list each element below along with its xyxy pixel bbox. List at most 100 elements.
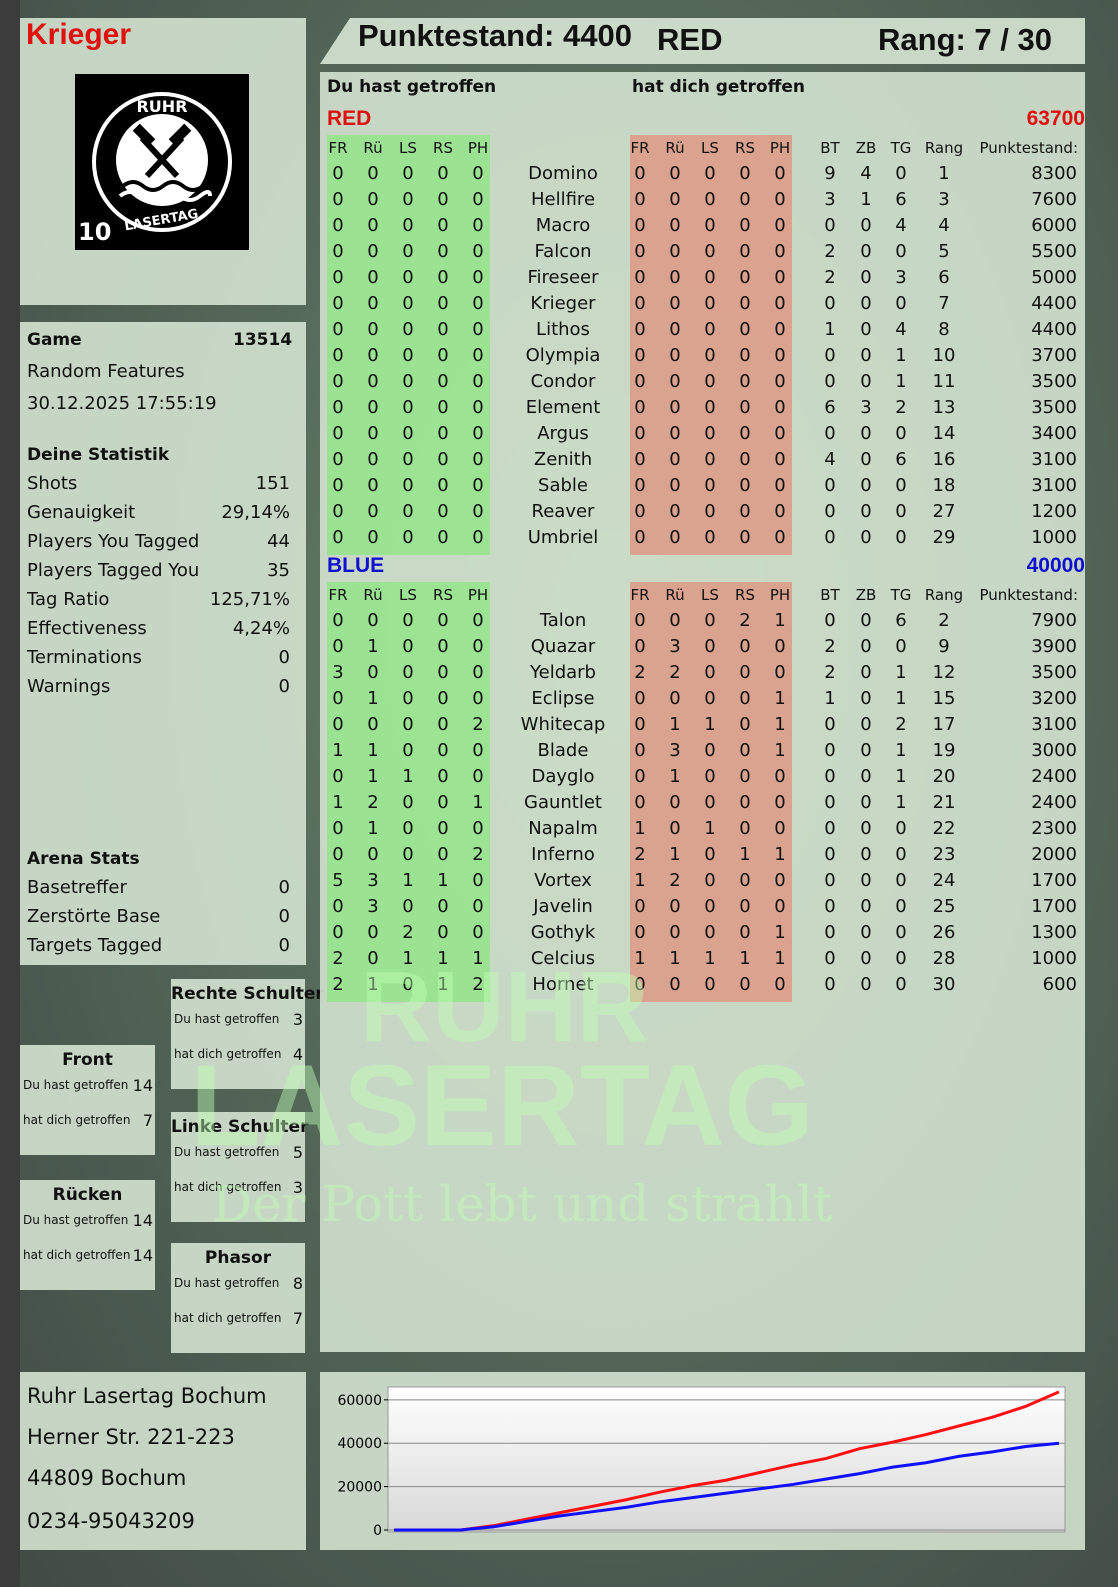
stat-cell: 0 bbox=[895, 636, 907, 657]
stat-cell: 0 bbox=[824, 818, 836, 839]
column-header: Rü bbox=[665, 139, 685, 157]
column-header: RS bbox=[735, 139, 755, 157]
stat-cell: 25 bbox=[932, 896, 956, 917]
hit-you-cell: 0 bbox=[774, 870, 786, 891]
you-hit-cell: 0 bbox=[472, 189, 484, 210]
address-phone: 0234-95043209 bbox=[27, 1509, 195, 1533]
stat-cell: 0 bbox=[860, 610, 872, 631]
player-score: 2000 bbox=[1031, 844, 1077, 865]
stat-cell: 0 bbox=[895, 501, 907, 522]
hit-you-cell: 0 bbox=[774, 974, 786, 995]
svg-text:RUHR: RUHR bbox=[136, 97, 187, 116]
you-hit-cell: 0 bbox=[472, 636, 484, 657]
hit-you-cell: 1 bbox=[739, 844, 751, 865]
player-name: Eclipse bbox=[531, 688, 595, 709]
stat-cell: 0 bbox=[895, 974, 907, 995]
player-name: Hellfire bbox=[530, 189, 596, 210]
stat-cell: 0 bbox=[895, 527, 907, 548]
stat-cell: 18 bbox=[932, 475, 956, 496]
player-score: 1000 bbox=[1031, 948, 1077, 969]
hit-you-cell: 0 bbox=[669, 397, 681, 418]
arena-label: Basetreffer bbox=[27, 877, 127, 898]
you-hit-cell: 0 bbox=[402, 792, 414, 813]
hit-you-cell: 0 bbox=[669, 189, 681, 210]
you-hit-cell: 0 bbox=[402, 501, 414, 522]
hit-you-cell: 0 bbox=[774, 293, 786, 314]
you-hit-cell: 0 bbox=[402, 397, 414, 418]
hit-you-cell: 0 bbox=[704, 189, 716, 210]
stat-cell: 1 bbox=[895, 740, 907, 761]
you-hit-cell: 0 bbox=[472, 501, 484, 522]
ruhr-lasertag-logo-icon: RUHR LASERTAG 10 bbox=[78, 92, 232, 246]
column-header: BT bbox=[820, 139, 840, 157]
zone-hit-label: Du hast getroffen bbox=[174, 1145, 280, 1159]
zone-box-left: Linke Schulter Du hast getroffen 5 hat dich… bbox=[171, 1112, 308, 1222]
stat-cell: 1 bbox=[895, 345, 907, 366]
you-hit-cell: 0 bbox=[472, 267, 484, 288]
hit-you-cell: 0 bbox=[739, 449, 751, 470]
stat-cell: 27 bbox=[932, 501, 956, 522]
hit-you-cell: 0 bbox=[739, 792, 751, 813]
hit-you-cell: 0 bbox=[634, 974, 646, 995]
column-header: FR bbox=[630, 586, 650, 604]
stat-cell: 0 bbox=[824, 475, 836, 496]
stat-value: 35 bbox=[267, 560, 290, 581]
you-hit-cell: 0 bbox=[472, 241, 484, 262]
player-score: 4400 bbox=[1031, 319, 1077, 340]
hit-you-cell: 0 bbox=[704, 293, 716, 314]
player-score: 1200 bbox=[1031, 501, 1077, 522]
stat-cell: 1 bbox=[824, 319, 836, 340]
stat-cell: 0 bbox=[824, 766, 836, 787]
stat-cell: 0 bbox=[824, 371, 836, 392]
hit-you-cell: 0 bbox=[634, 345, 646, 366]
hit-you-cell: 0 bbox=[634, 397, 646, 418]
you-hit-cell: 0 bbox=[402, 189, 414, 210]
you-hit-cell: 0 bbox=[472, 293, 484, 314]
zone-box-front: Front Du hast getroffen 14 hat dich getroff… bbox=[20, 1045, 155, 1155]
player-name: Argus bbox=[537, 423, 589, 444]
hit-you-cell: 1 bbox=[669, 714, 681, 735]
address-name: Ruhr Lasertag Bochum bbox=[27, 1384, 267, 1408]
hit-you-cell: 0 bbox=[704, 527, 716, 548]
player-name: Domino bbox=[528, 163, 598, 184]
column-header: RS bbox=[433, 586, 453, 604]
hit-you-cell: 0 bbox=[774, 662, 786, 683]
you-hit-cell: 0 bbox=[332, 267, 344, 288]
stat-cell: 1 bbox=[860, 189, 872, 210]
stat-cell: 0 bbox=[824, 423, 836, 444]
zone-got-value: 4 bbox=[292, 1045, 303, 1064]
column-header: PH bbox=[769, 586, 791, 604]
you-hit-cell: 0 bbox=[402, 423, 414, 444]
you-hit-cell: 0 bbox=[402, 740, 414, 761]
you-hit-cell: 2 bbox=[332, 948, 344, 969]
hit-you-cell: 0 bbox=[739, 293, 751, 314]
player-score: 8300 bbox=[1031, 163, 1077, 184]
stat-cell: 0 bbox=[860, 896, 872, 917]
stat-cell: 0 bbox=[824, 740, 836, 761]
you-hit-cell: 0 bbox=[437, 527, 449, 548]
you-hit-cell: 0 bbox=[332, 449, 344, 470]
stat-cell: 0 bbox=[860, 527, 872, 548]
stat-cell: 0 bbox=[860, 449, 872, 470]
you-hit-cell: 3 bbox=[332, 662, 344, 683]
stat-cell: 0 bbox=[895, 423, 907, 444]
hit-you-cell: 0 bbox=[634, 449, 646, 470]
column-header: FR bbox=[328, 586, 348, 604]
column-header: ZB bbox=[855, 586, 877, 604]
y-tick-label: 40000 bbox=[337, 1436, 382, 1452]
zone-box-back: Rücken Du hast getroffen 14 hat dich getrof… bbox=[20, 1180, 155, 1290]
game-datetime: 30.12.2025 17:55:19 bbox=[27, 393, 217, 414]
you-hit-cell: 0 bbox=[472, 740, 484, 761]
stat-cell: 1 bbox=[895, 662, 907, 683]
you-hit-cell: 0 bbox=[472, 527, 484, 548]
stat-label: Players Tagged You bbox=[27, 560, 200, 581]
player-name: Gothyk bbox=[530, 922, 596, 943]
stat-cell: 3 bbox=[860, 397, 872, 418]
you-hit-cell: 1 bbox=[402, 948, 414, 969]
stat-cell: 1 bbox=[938, 163, 950, 184]
hit-you-cell: 0 bbox=[669, 163, 681, 184]
hit-you-cell: 0 bbox=[739, 397, 751, 418]
you-hit-cell: 0 bbox=[332, 163, 344, 184]
player-name: Yeldarb bbox=[530, 662, 596, 683]
hit-you-cell: 2 bbox=[669, 662, 681, 683]
